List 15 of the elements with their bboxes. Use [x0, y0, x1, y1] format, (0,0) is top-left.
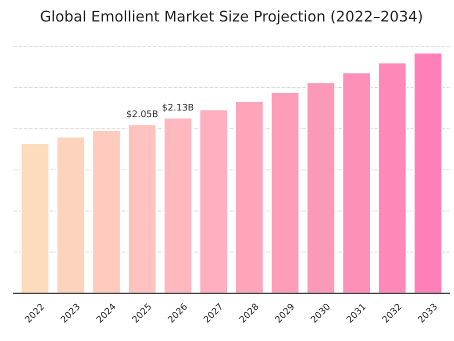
bar — [234, 100, 264, 294]
bar — [163, 117, 192, 294]
bar — [414, 52, 443, 294]
bar — [56, 136, 86, 294]
bar — [306, 82, 336, 294]
bar — [378, 62, 407, 294]
bar — [270, 92, 300, 294]
bar — [20, 142, 50, 294]
bar — [92, 130, 121, 294]
bar — [199, 109, 228, 294]
chart-title: Global Emollient Market Size Projection (2022–2034) — [40, 10, 422, 25]
data-label: $2.13B — [162, 104, 194, 112]
data-label: $2.05B — [126, 110, 158, 118]
bar — [128, 124, 157, 294]
bar — [342, 72, 372, 294]
